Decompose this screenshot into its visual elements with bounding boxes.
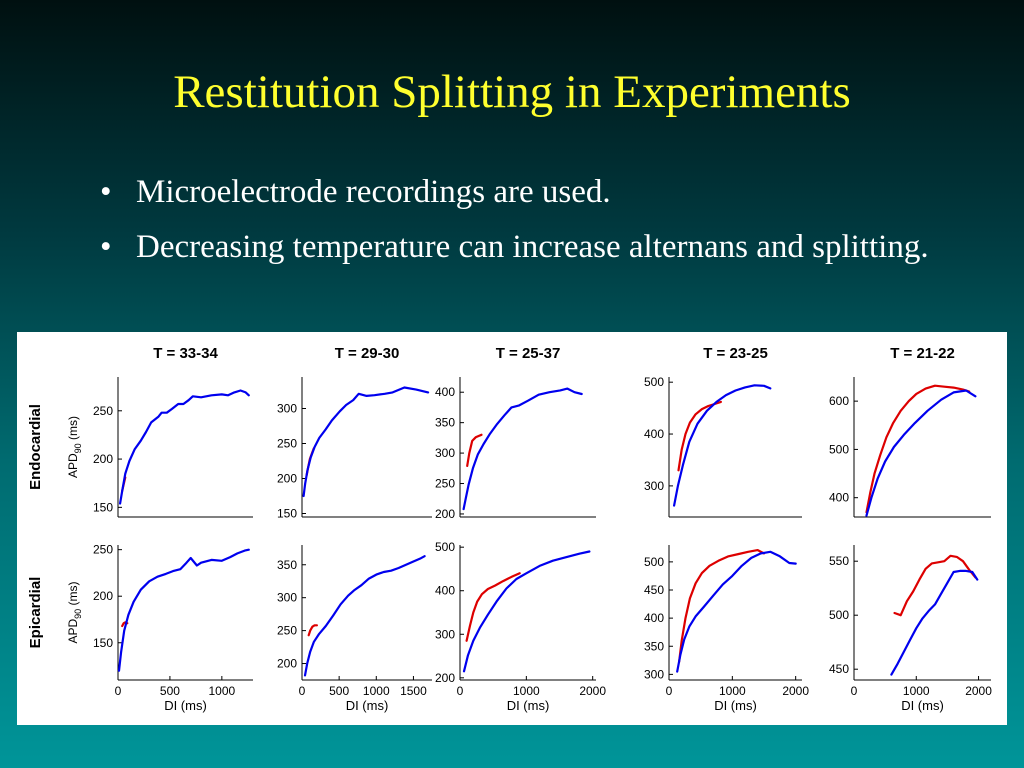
y-tick-label: 350: [435, 416, 455, 430]
x-tick-label: 1000: [208, 684, 235, 698]
y-tick-label: 350: [644, 639, 664, 653]
y-tick-label: 300: [644, 667, 664, 681]
y-tick-label: 200: [435, 507, 455, 521]
series-blue-line: [890, 569, 979, 676]
x-axis-label: DI (ms): [507, 698, 550, 713]
bullet-list: • Microelectrode recordings are used. • …: [100, 172, 980, 282]
y-tick-label: 150: [93, 636, 113, 650]
x-tick-label: 1000: [719, 684, 746, 698]
x-tick-label: 500: [329, 684, 349, 698]
y-tick-label: 450: [644, 583, 664, 597]
x-tick-label: 1000: [903, 684, 930, 698]
series-red-line: [865, 384, 971, 514]
x-tick-label: 1000: [363, 684, 390, 698]
series-blue-line: [303, 555, 426, 677]
row-label: Endocardial: [27, 404, 44, 490]
y-tick-label: 200: [93, 452, 113, 466]
bullet-glyph: •: [100, 174, 112, 210]
series-red-line: [466, 433, 483, 467]
y-tick-label: 250: [277, 437, 297, 451]
series-red-line: [893, 554, 977, 617]
bullet-glyph: •: [100, 229, 112, 265]
x-tick-label: 0: [299, 684, 306, 698]
series-blue-line: [462, 387, 583, 511]
y-tick-label: 300: [277, 591, 297, 605]
panel-title: T = 29-30: [335, 345, 400, 362]
x-tick-label: 0: [666, 684, 673, 698]
series-blue-line: [462, 550, 591, 673]
x-tick-label: 500: [160, 684, 180, 698]
series-blue-line: [117, 548, 250, 672]
y-tick-label: 250: [435, 477, 455, 491]
y-tick-label: 450: [829, 662, 849, 676]
x-tick-label: 2000: [579, 684, 606, 698]
y-tick-label: 500: [829, 442, 849, 456]
y-tick-label: 500: [644, 375, 664, 389]
y-tick-label: 250: [93, 543, 113, 557]
y-tick-label: 300: [435, 446, 455, 460]
panel-title: T = 23-25: [703, 345, 768, 362]
y-tick-label: 250: [277, 624, 297, 638]
x-tick-label: 2000: [965, 684, 992, 698]
x-tick-label: 0: [851, 684, 858, 698]
y-tick-label: 300: [644, 479, 664, 493]
y-tick-label: 400: [644, 611, 664, 625]
y-tick-label: 200: [277, 657, 297, 671]
series-blue-line: [676, 550, 797, 673]
y-tick-label: 500: [435, 540, 455, 554]
series-blue-line: [118, 389, 250, 505]
y-tick-label: 400: [644, 427, 664, 441]
y-tick-label: 600: [829, 394, 849, 408]
panel-title: T = 33-34: [153, 345, 218, 362]
y-tick-label: 150: [277, 507, 297, 521]
y-tick-label: 200: [435, 671, 455, 685]
x-tick-label: 1000: [513, 684, 540, 698]
y-tick-label: 250: [93, 404, 113, 418]
bullet-text: Decreasing temperature can increase alte…: [136, 229, 929, 265]
y-tick-label: 550: [829, 554, 849, 568]
x-axis-label: DI (ms): [901, 698, 944, 713]
slide-title: Restitution Splitting in Experiments: [173, 66, 851, 118]
x-axis-label: DI (ms): [714, 698, 757, 713]
series-red-line: [677, 549, 766, 664]
y-tick-label: 400: [435, 584, 455, 598]
restitution-figure: T = 33-34 150 200 250 T = 29-30 150 200 250 300 T…: [17, 332, 1007, 725]
y-tick-label: 300: [435, 627, 455, 641]
y-tick-label: 400: [435, 385, 455, 399]
bullet-item: • Microelectrode recordings are used.: [100, 172, 980, 213]
bullet-item: • Decreasing temperature can increase al…: [100, 227, 980, 268]
x-axis-label: DI (ms): [164, 698, 207, 713]
y-tick-label: 300: [277, 402, 297, 416]
x-tick-label: 1500: [400, 684, 427, 698]
row-label: Epicardial: [27, 577, 44, 649]
y-tick-label: 500: [644, 555, 664, 569]
panel-title: T = 25-37: [496, 345, 561, 362]
y-tick-label: 200: [93, 589, 113, 603]
series-red-line: [465, 572, 521, 642]
y-tick-label: 200: [277, 472, 297, 486]
y-axis-label: APD90 (ms): [66, 581, 83, 643]
y-axis-label: APD90 (ms): [66, 416, 83, 478]
series-blue-line: [865, 389, 977, 517]
y-tick-label: 350: [277, 558, 297, 572]
x-tick-label: 0: [457, 684, 464, 698]
bullet-text: Microelectrode recordings are used.: [136, 174, 611, 210]
y-tick-label: 400: [829, 491, 849, 505]
x-axis-label: DI (ms): [346, 698, 389, 713]
x-tick-label: 0: [115, 684, 122, 698]
series-blue-line: [302, 386, 430, 498]
x-tick-label: 2000: [782, 684, 809, 698]
figure-canvas: T = 33-34 150 200 250 T = 29-30 150 200 250 300 T…: [27, 345, 992, 713]
series-blue-line: [672, 384, 772, 507]
y-tick-label: 150: [93, 500, 113, 514]
series-red-line: [307, 624, 318, 637]
y-tick-label: 500: [829, 608, 849, 622]
panel-title: T = 21-22: [890, 345, 955, 362]
